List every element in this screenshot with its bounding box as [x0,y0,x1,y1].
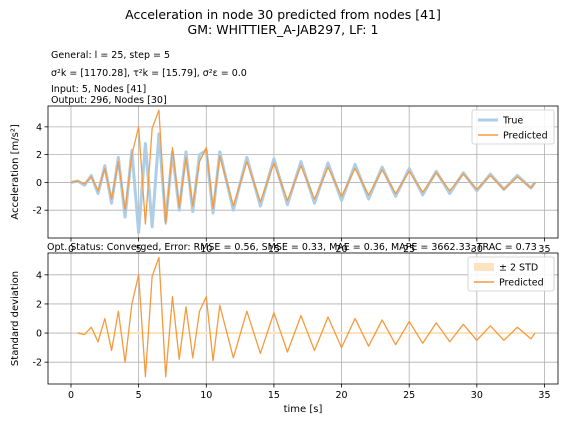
std-axes: 0 5 10 15 20 25 30 35 -2 0 2 4 Standard deviation t… [10,252,559,415]
y-tick-label: -2 [33,358,42,369]
x-tick-label: 10 [200,244,212,255]
figure-title-line1: Acceleration in node 30 predicted from n… [125,7,441,22]
x-axis-label: time [s] [284,404,323,415]
x-tick-label: 10 [200,390,212,401]
series-line-predicted [70,109,536,225]
y-tick-label: 4 [36,122,42,133]
legend: True Predicted [471,109,555,145]
y-axis-label: Standard deviation [10,271,21,366]
x-tick-label: 30 [471,390,483,401]
series-line-predicted [77,256,536,378]
y-tick-label: 0 [36,178,42,189]
axes-frame [47,252,559,385]
axes-frame [47,105,559,239]
x-tick-label: 25 [403,390,415,401]
x-tick-label: 5 [136,390,142,401]
legend-label: Predicted [503,131,548,142]
x-tick-label: 20 [336,390,348,401]
legend-swatch [474,263,494,271]
info-sigma: σ²k = [1170.28], τ²k = [15.79], σ²ε = 0.… [51,68,247,79]
info-input: Input: 5, Nodes [41] [51,84,146,95]
x-tick-label: 5 [136,244,142,255]
y-tick-label: 2 [36,150,42,161]
x-tick-label: 15 [268,390,280,401]
x-tick-label: 25 [403,244,415,255]
y-tick-label: 4 [36,270,42,281]
info-general: General: l = 25, step = 5 [51,50,170,61]
y-axis-label: Acceleration [m/s²] [10,124,21,220]
legend-label: Predicted [499,278,544,289]
x-tick-label: 35 [538,244,550,255]
legend-label: True [502,116,523,127]
y-tick-label: 0 [36,329,42,340]
x-tick-label: 0 [68,390,74,401]
legend: ± 2 STD Predicted [467,256,555,292]
info-output: Output: 296, Nodes [30] [51,95,167,106]
legend-label: ± 2 STD [499,263,538,274]
status-line: Opt. Status: Converged, Error: RMSE = 0.… [47,242,537,253]
figure-title-line2: GM: WHITTIER_A-JAB297, LF: 1 [188,22,379,37]
x-tick-label: 30 [471,244,483,255]
y-tick-label: -2 [33,206,42,217]
y-tick-label: 2 [36,299,42,310]
x-tick-label: 0 [68,244,74,255]
x-tick-label: 35 [538,390,550,401]
x-tick-label: 15 [268,244,280,255]
x-tick-label: 20 [336,244,348,255]
